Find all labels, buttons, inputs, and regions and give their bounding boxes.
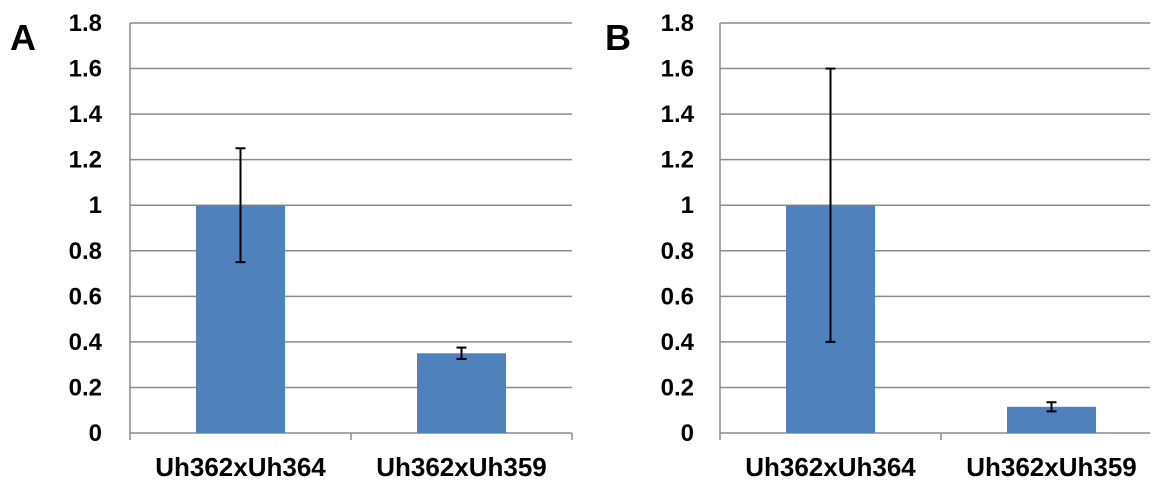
- y-tick-label: 0.8: [69, 238, 102, 265]
- y-tick-label: 1: [89, 192, 102, 219]
- x-category-label: Uh362xUh359: [376, 452, 547, 482]
- y-tick-label: 0.6: [69, 283, 102, 310]
- y-tick-label: 0.4: [661, 329, 695, 356]
- x-category-label: Uh362xUh364: [745, 452, 916, 482]
- y-tick-label: 1.2: [69, 147, 102, 174]
- y-tick-label: 1.4: [69, 101, 103, 128]
- y-tick-label: 1: [681, 192, 694, 219]
- panel-letter: A: [10, 17, 36, 58]
- chart-panel-a: A 0 0.2 0.4 0.6 0.8 1 1.2 1.4 1.6 1.8 Uh362xUh364 Uh…: [10, 10, 572, 482]
- y-tick-label: 0.6: [661, 283, 694, 310]
- x-category-label: Uh362xUh359: [966, 452, 1137, 482]
- y-tick-label: 0: [681, 420, 694, 447]
- chart-panel-b: B 0 0.2 0.4 0.6 0.8 1 1.2 1.4 1.6 1.8 Uh362xUh364 Uh…: [605, 10, 1150, 482]
- y-tick-label: 1.2: [661, 147, 694, 174]
- bar: [417, 353, 506, 433]
- y-tick-label: 1.6: [69, 56, 102, 83]
- y-tick-label: 1.6: [661, 56, 694, 83]
- y-tick-label: 1.8: [661, 10, 694, 37]
- y-tick-label: 0: [89, 420, 102, 447]
- y-tick-label: 0.8: [661, 238, 694, 265]
- y-tick-label: 0.4: [69, 329, 103, 356]
- y-tick-label: 0.2: [69, 374, 102, 401]
- panel-letter: B: [605, 17, 631, 58]
- y-tick-label: 1.8: [69, 10, 102, 37]
- y-tick-label: 0.2: [661, 374, 694, 401]
- y-tick-label: 1.4: [661, 101, 695, 128]
- x-category-label: Uh362xUh364: [155, 452, 326, 482]
